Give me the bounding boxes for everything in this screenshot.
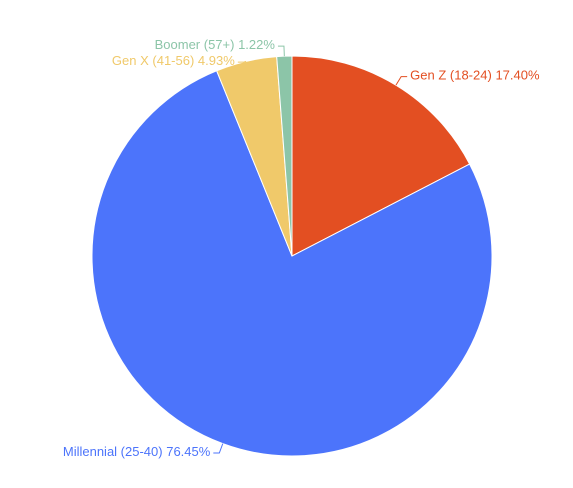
value-label: 1.22% (238, 38, 275, 53)
category-label: Boomer (57+) (155, 38, 235, 53)
leader-line (277, 45, 285, 57)
value-label: 17.40% (495, 68, 540, 83)
slice-label: Boomer (57+) 1.22% (155, 38, 276, 53)
value-label: 76.45% (166, 444, 211, 459)
leader-line (395, 76, 408, 86)
leader-line (237, 60, 247, 63)
pie-slice (291, 55, 471, 257)
category-label: Millennial (25-40) (63, 444, 163, 459)
slice-label: Gen Z (18-24) 17.40% (410, 68, 540, 83)
slice-label: Millennial (25-40) 76.45% (63, 444, 211, 459)
slice-label: Gen X (41-56) 4.93% (112, 54, 235, 69)
value-label: 4.93% (198, 54, 235, 69)
category-label: Gen X (41-56) (112, 54, 194, 69)
leader-line (213, 443, 224, 454)
category-label: Gen Z (18-24) (410, 68, 492, 83)
